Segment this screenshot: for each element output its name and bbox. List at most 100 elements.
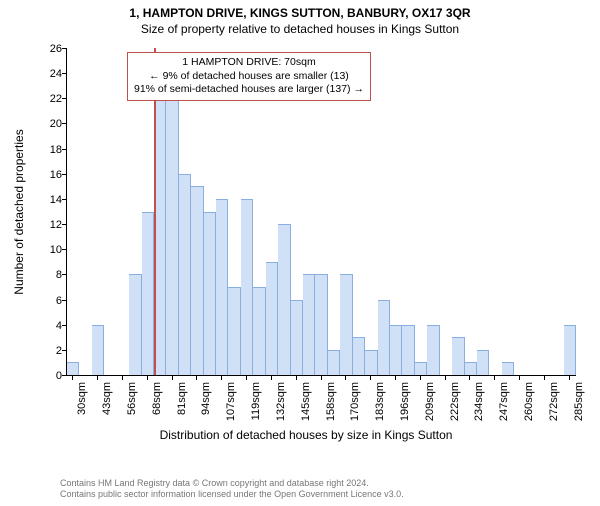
x-tick-mark (296, 376, 297, 380)
y-tick-mark (62, 350, 66, 351)
y-tick-label: 12 (38, 219, 62, 231)
y-tick-mark (62, 48, 66, 49)
y-tick-mark (62, 199, 66, 200)
y-tick-label: 16 (38, 169, 62, 181)
x-tick-mark (122, 376, 123, 380)
x-tick-mark (271, 376, 272, 380)
x-tick-label: 119sqm (250, 382, 262, 420)
x-tick-label: 30sqm (76, 382, 88, 415)
x-tick-label: 234sqm (473, 382, 485, 421)
histogram-bar (142, 212, 154, 376)
footer-credits: Contains HM Land Registry data © Crown c… (60, 478, 404, 501)
x-tick-label: 132sqm (275, 382, 287, 421)
x-tick-label: 222sqm (449, 382, 461, 421)
histogram-bar (253, 287, 265, 375)
x-tick-mark (72, 376, 73, 380)
histogram-bar (241, 199, 253, 375)
histogram-bar (378, 300, 390, 375)
histogram-bar (315, 274, 327, 375)
y-axis-label: Number of detached properties (12, 129, 26, 294)
y-tick-label: 2 (38, 345, 62, 357)
x-tick-label: 170sqm (349, 382, 361, 421)
y-tick-label: 0 (38, 370, 62, 382)
histogram-bar (365, 350, 377, 375)
x-tick-mark (97, 376, 98, 380)
histogram-bar (353, 337, 365, 375)
x-tick-label: 43sqm (101, 382, 113, 415)
x-tick-mark (544, 376, 545, 380)
y-tick-mark (62, 325, 66, 326)
annotation-line1: 1 HAMPTON DRIVE: 70sqm (134, 56, 364, 70)
histogram-bar (129, 274, 141, 375)
x-tick-label: 209sqm (424, 382, 436, 421)
x-tick-mark (469, 376, 470, 380)
histogram-bar (291, 300, 303, 375)
y-tick-mark (62, 98, 66, 99)
histogram-bar (228, 287, 240, 375)
histogram-bar (166, 98, 178, 375)
y-tick-mark (62, 300, 66, 301)
plot-area: 1 HAMPTON DRIVE: 70sqm ← 9% of detached … (66, 48, 576, 376)
x-tick-label: 56sqm (126, 382, 138, 415)
x-tick-label: 107sqm (225, 382, 237, 421)
y-tick-mark (62, 375, 66, 376)
y-tick-label: 8 (38, 269, 62, 281)
x-tick-label: 68sqm (151, 382, 163, 415)
histogram-bar (303, 274, 315, 375)
y-tick-mark (62, 73, 66, 74)
histogram-bar (477, 350, 489, 375)
x-tick-mark (345, 376, 346, 380)
histogram-chart: Number of detached properties 1 HAMPTON … (36, 48, 576, 428)
x-tick-mark (221, 376, 222, 380)
y-tick-label: 6 (38, 295, 62, 307)
histogram-bar (92, 325, 104, 375)
y-tick-label: 26 (38, 43, 62, 55)
x-tick-mark (569, 376, 570, 380)
x-tick-label: 196sqm (399, 382, 411, 421)
histogram-bar (390, 325, 402, 375)
x-tick-mark (420, 376, 421, 380)
y-tick-label: 10 (38, 244, 62, 256)
histogram-bar (204, 212, 216, 376)
y-tick-mark (62, 249, 66, 250)
y-tick-label: 20 (38, 118, 62, 130)
x-tick-label: 145sqm (300, 382, 312, 421)
x-tick-mark (519, 376, 520, 380)
y-tick-mark (62, 174, 66, 175)
y-tick-mark (62, 224, 66, 225)
histogram-bar (328, 350, 340, 375)
x-tick-label: 247sqm (498, 382, 510, 421)
x-axis-label: Distribution of detached houses by size … (36, 428, 576, 442)
annotation-line2: ← 9% of detached houses are smaller (13) (134, 70, 364, 84)
x-tick-label: 285sqm (573, 382, 585, 421)
footer-line2: Contains public sector information licen… (60, 489, 404, 500)
x-tick-mark (445, 376, 446, 380)
footer-line1: Contains HM Land Registry data © Crown c… (60, 478, 404, 489)
y-tick-label: 24 (38, 68, 62, 80)
x-tick-mark (147, 376, 148, 380)
x-tick-label: 94sqm (200, 382, 212, 415)
x-tick-mark (246, 376, 247, 380)
annotation-line3: 91% of semi-detached houses are larger (… (134, 83, 364, 97)
x-tick-mark (172, 376, 173, 380)
y-tick-mark (62, 149, 66, 150)
x-tick-label: 183sqm (374, 382, 386, 421)
histogram-bar (191, 186, 203, 375)
histogram-bar (465, 362, 477, 375)
histogram-bar (216, 199, 228, 375)
x-tick-label: 260sqm (523, 382, 535, 421)
y-tick-mark (62, 123, 66, 124)
title-main: 1, HAMPTON DRIVE, KINGS SUTTON, BANBURY,… (0, 6, 600, 20)
x-tick-label: 272sqm (548, 382, 560, 421)
y-tick-mark (62, 274, 66, 275)
y-tick-label: 14 (38, 194, 62, 206)
histogram-bar (179, 174, 191, 375)
x-tick-mark (321, 376, 322, 380)
y-tick-label: 22 (38, 93, 62, 105)
histogram-bar (278, 224, 290, 375)
y-tick-label: 18 (38, 144, 62, 156)
x-tick-label: 158sqm (325, 382, 337, 421)
title-sub: Size of property relative to detached ho… (0, 22, 600, 36)
histogram-bar (67, 362, 79, 375)
annotation-box: 1 HAMPTON DRIVE: 70sqm ← 9% of detached … (127, 52, 371, 101)
